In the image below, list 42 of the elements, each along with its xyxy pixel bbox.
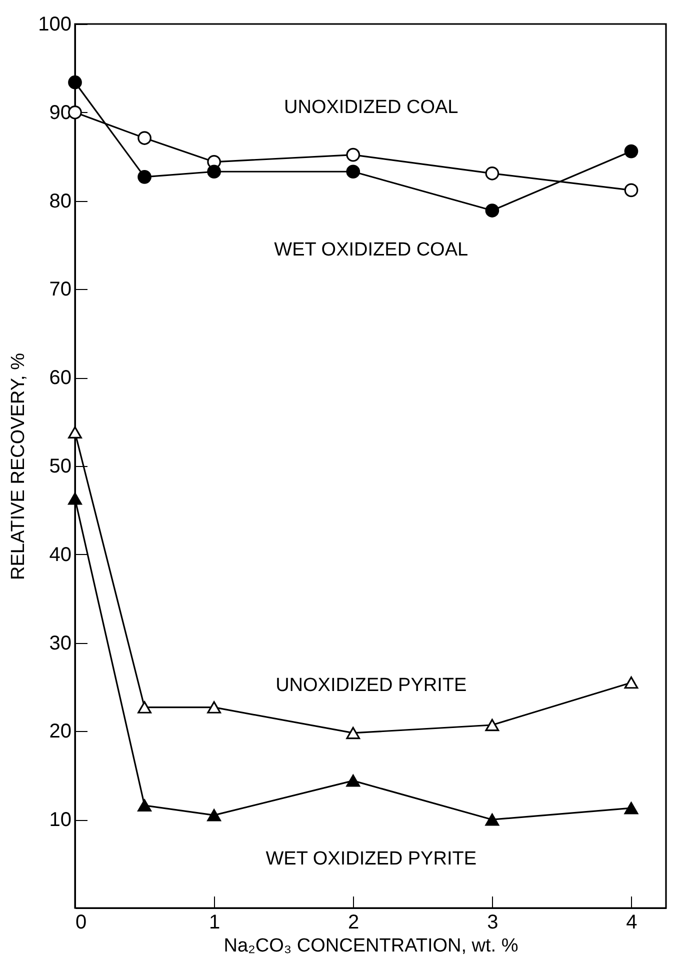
annotation: WET OXIDIZED PYRITE xyxy=(266,848,477,870)
point xyxy=(138,170,152,184)
x-tick-label: 4 xyxy=(626,912,638,934)
point xyxy=(207,809,221,822)
point xyxy=(346,148,360,162)
x-tick-label: 3 xyxy=(487,912,498,934)
annotation: WET OXIDIZED COAL xyxy=(274,240,468,261)
y-tick-label: 10 xyxy=(49,809,72,832)
point xyxy=(138,131,152,145)
point xyxy=(624,676,638,689)
point xyxy=(138,701,152,714)
point xyxy=(138,799,152,812)
point xyxy=(207,701,221,714)
point xyxy=(624,802,638,814)
point xyxy=(485,204,500,218)
y-tick-label: 30 xyxy=(49,632,72,654)
point xyxy=(68,75,82,90)
point xyxy=(624,183,638,198)
y-tick-label: 80 xyxy=(49,190,72,212)
y-tick-label: 60 xyxy=(49,367,72,390)
point xyxy=(346,726,360,740)
point xyxy=(485,166,500,180)
point xyxy=(346,164,360,179)
point xyxy=(346,774,360,787)
x-tick-label: 2 xyxy=(348,912,360,934)
point xyxy=(207,164,221,179)
point xyxy=(624,144,638,158)
point xyxy=(68,492,82,505)
y-tick-label: 50 xyxy=(49,456,72,478)
y-axis-title: RELATIVE RECOVERY, % xyxy=(8,352,30,580)
y-tick-label: 70 xyxy=(49,278,72,301)
y-tick-label: 100 xyxy=(38,14,72,36)
annotation: UNOXIDIZED COAL xyxy=(284,96,458,118)
x-axis-title: Na₂CO₃ CONCENTRATION, wt. % xyxy=(224,936,518,956)
x-tick-label: 0 xyxy=(76,912,87,934)
x-tick-label: 1 xyxy=(208,912,220,934)
y-tick-label: 40 xyxy=(49,544,72,566)
point xyxy=(485,813,500,826)
y-tick-label: 20 xyxy=(49,720,72,743)
point xyxy=(485,718,500,732)
annotation: UNOXIDIZED PYRITE xyxy=(276,674,467,696)
point xyxy=(68,426,82,439)
